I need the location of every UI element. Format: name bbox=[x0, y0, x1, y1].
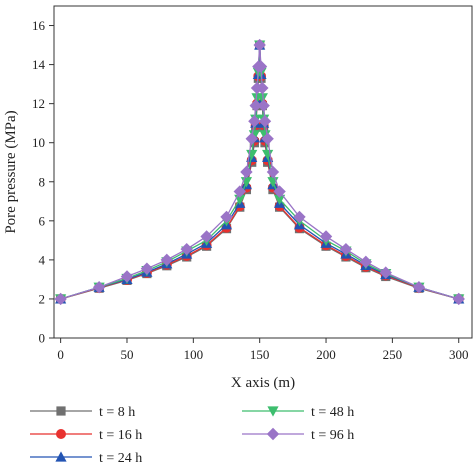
axes-layer: 0 50 100 150 200 250 300 0 2 4 6 8 10 12 14 16 bbox=[32, 18, 468, 362]
data-point bbox=[258, 115, 272, 128]
data-point bbox=[261, 132, 274, 145]
data-point bbox=[120, 270, 134, 283]
x-tick-label: 50 bbox=[120, 347, 133, 362]
data-point bbox=[160, 253, 173, 267]
legend-item-2: t = 24 h bbox=[30, 451, 142, 465]
x-tick-label: 250 bbox=[383, 347, 403, 362]
y-axis-title: Pore pressure (MPa) bbox=[3, 110, 19, 233]
legend-marker bbox=[55, 451, 67, 462]
x-tick-label: 100 bbox=[184, 347, 204, 362]
series-1 bbox=[55, 40, 464, 304]
data-point bbox=[220, 210, 233, 224]
legend-label: t = 8 h bbox=[99, 405, 135, 420]
y-tick-label: 16 bbox=[32, 18, 46, 33]
y-tick-label: 6 bbox=[39, 213, 46, 228]
data-point bbox=[452, 292, 465, 306]
legend-item-4: t = 96 h bbox=[242, 427, 354, 443]
data-point bbox=[248, 115, 261, 128]
legend-marker bbox=[56, 406, 66, 416]
data-point bbox=[273, 194, 286, 205]
legend-item-3: t = 48 h bbox=[242, 405, 354, 420]
series-layer bbox=[54, 38, 465, 306]
series-line bbox=[60, 45, 459, 300]
legend-item-1: t = 16 h bbox=[30, 428, 142, 443]
y-tick-label: 0 bbox=[39, 331, 46, 346]
series-4 bbox=[54, 38, 465, 306]
x-tick-label: 0 bbox=[57, 347, 64, 362]
plot-frame bbox=[53, 5, 473, 339]
y-tick-label: 10 bbox=[32, 135, 45, 150]
legend-label: t = 24 h bbox=[99, 451, 142, 465]
series-line bbox=[60, 45, 459, 300]
data-point bbox=[273, 185, 286, 198]
legend: t = 8 h t = 16 h t = 24 h t = 48 h t = 96 h bbox=[30, 405, 354, 465]
y-tick-label: 12 bbox=[32, 96, 45, 111]
x-tick-label: 150 bbox=[250, 347, 270, 362]
x-axis-title: X axis (m) bbox=[231, 375, 295, 391]
series-line bbox=[60, 45, 459, 300]
data-point bbox=[256, 93, 268, 104]
data-point bbox=[253, 38, 266, 52]
y-tick-label: 14 bbox=[32, 57, 46, 72]
y-tick-label: 8 bbox=[39, 174, 46, 189]
data-point bbox=[256, 81, 269, 95]
legend-label: t = 96 h bbox=[311, 428, 354, 443]
plot-area bbox=[53, 5, 473, 339]
legend-marker bbox=[56, 429, 66, 439]
data-point bbox=[54, 292, 67, 306]
series-line bbox=[60, 45, 459, 300]
legend-marker bbox=[266, 427, 280, 441]
series-line bbox=[60, 45, 459, 300]
data-point bbox=[240, 165, 253, 179]
data-point bbox=[249, 99, 262, 112]
data-point bbox=[319, 230, 333, 243]
data-point bbox=[140, 262, 154, 275]
data-point bbox=[245, 132, 258, 145]
data-point bbox=[412, 281, 426, 294]
data-point bbox=[266, 165, 280, 179]
data-point bbox=[92, 281, 106, 294]
legend-item-0: t = 8 h bbox=[30, 405, 135, 420]
data-point bbox=[339, 242, 353, 256]
data-point bbox=[257, 99, 270, 112]
data-point bbox=[293, 210, 306, 224]
legend-marker bbox=[267, 406, 279, 417]
data-point bbox=[200, 230, 213, 243]
y-tick-label: 4 bbox=[39, 252, 46, 267]
data-point bbox=[359, 255, 373, 269]
x-tick-label: 300 bbox=[449, 347, 469, 362]
data-point bbox=[379, 266, 392, 279]
y-tick-label: 2 bbox=[39, 291, 46, 306]
x-tick-label: 200 bbox=[316, 347, 336, 362]
data-point bbox=[233, 185, 246, 198]
data-point bbox=[254, 60, 268, 73]
legend-label: t = 16 h bbox=[99, 428, 142, 443]
legend-label: t = 48 h bbox=[311, 405, 354, 420]
data-point bbox=[180, 242, 193, 256]
